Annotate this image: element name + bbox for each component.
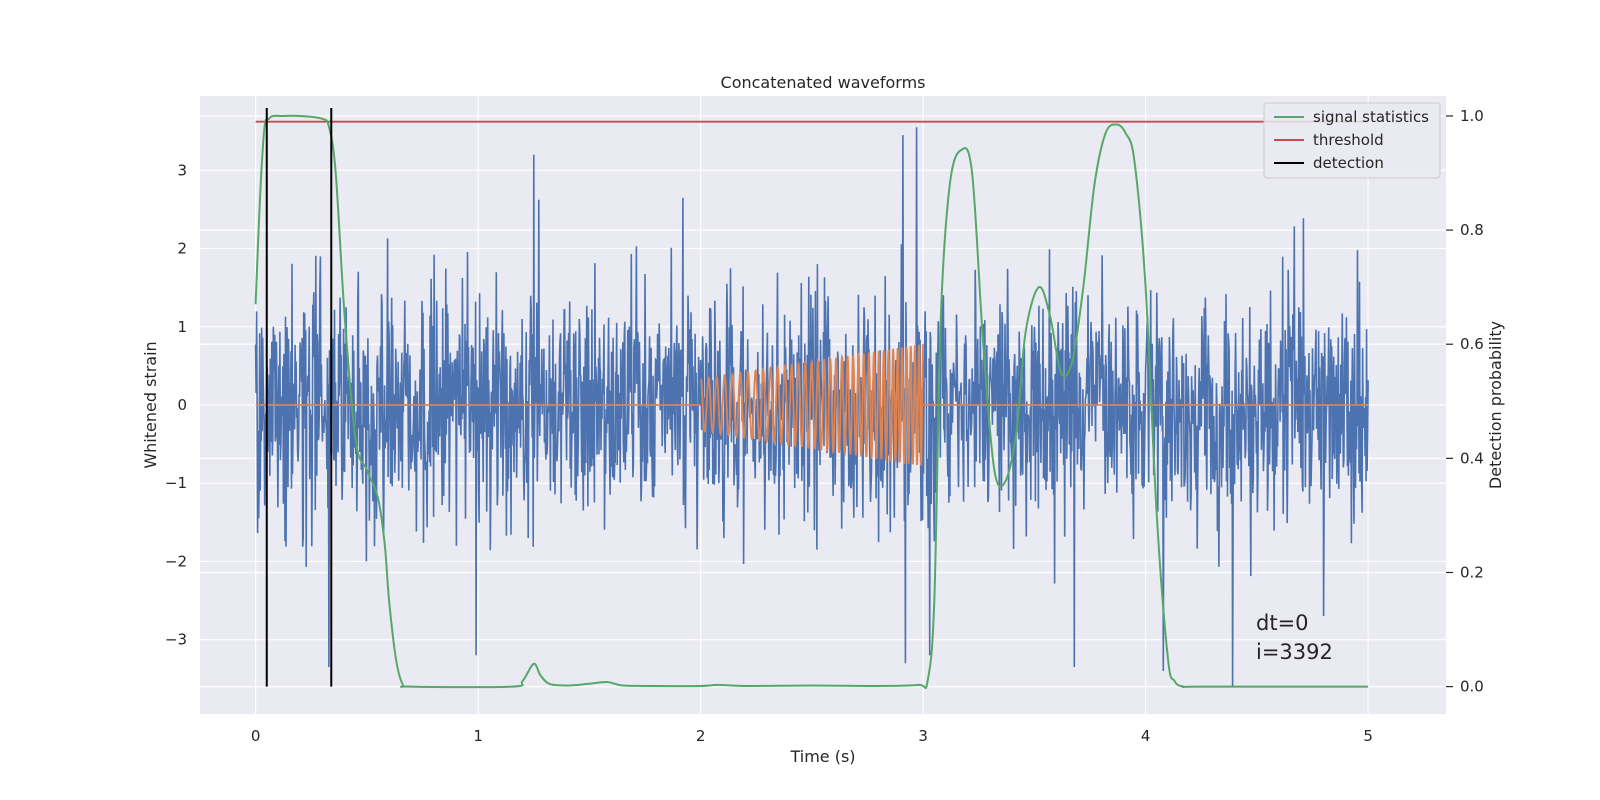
legend-label-threshold: threshold [1313, 131, 1384, 149]
y-tick-label: 0 [177, 396, 187, 414]
strain-noise-line [254, 127, 1369, 687]
x-tick-label: 2 [696, 727, 706, 745]
legend-label-detection: detection [1313, 154, 1384, 172]
y-axis-label: Whitened strain [141, 341, 160, 468]
x-tick-label: 3 [918, 727, 928, 745]
y-right-tick-label: 1.0 [1460, 107, 1484, 125]
y-tick-label: −2 [165, 552, 187, 570]
signal-statistics-line [254, 114, 1369, 690]
y-tick-label: 3 [177, 161, 187, 179]
x-tick-label: 4 [1141, 727, 1151, 745]
plot-area [254, 107, 1369, 690]
y-right-tick-label: 0.8 [1460, 221, 1484, 239]
x-tick-label: 5 [1363, 727, 1373, 745]
x-tick-label: 1 [473, 727, 483, 745]
x-tick-label: 0 [251, 727, 261, 745]
y-tick-label: 1 [177, 318, 187, 336]
y-right-tick-label: 0.6 [1460, 335, 1484, 353]
x-axis-label: Time (s) [789, 747, 855, 766]
template-chirp-line [699, 343, 924, 466]
y-right-tick-label: 0.4 [1460, 449, 1484, 467]
y-tick-label: −1 [165, 474, 187, 492]
chart-title: Concatenated waveforms [721, 73, 926, 92]
y-axis-right-label: Detection probability [1486, 321, 1505, 489]
annotation-index: i=3392 [1256, 640, 1333, 664]
annotation-dt: dt=0 [1256, 611, 1309, 635]
legend-label-statistics: signal statistics [1313, 108, 1429, 126]
y-right-tick-label: 0.0 [1460, 678, 1484, 696]
y-tick-label: 2 [177, 240, 187, 258]
y-right-tick-label: 0.2 [1460, 563, 1484, 581]
legend: signal statistics threshold detection [1263, 102, 1441, 179]
axes: 0 1 2 3 4 5 −3 −2 −1 0 1 2 3 0.0 0.2 0.4 0.6 0.8 1.0 [165, 107, 1484, 745]
y-tick-label: −3 [165, 631, 187, 649]
legend-box [1263, 102, 1441, 179]
